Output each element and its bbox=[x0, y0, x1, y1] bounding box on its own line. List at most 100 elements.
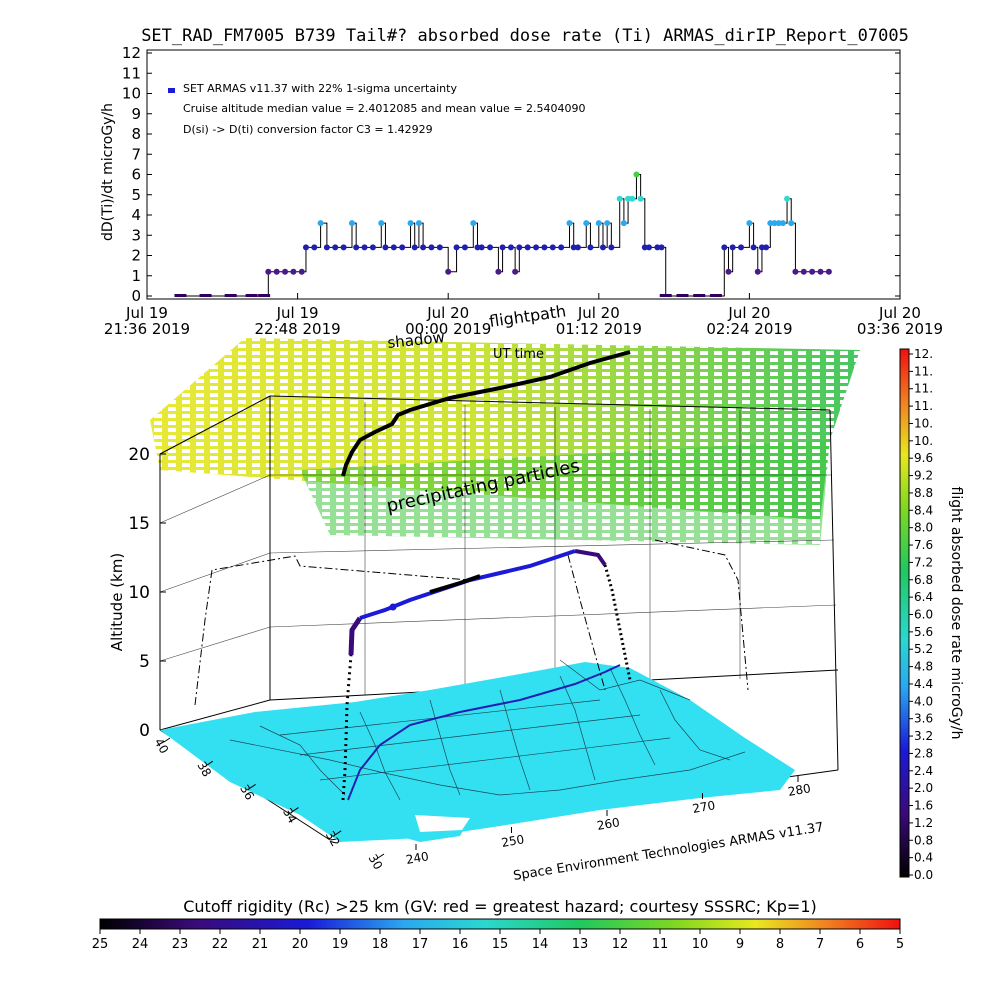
timeseries-y-label: dD(Ti)/dt microGy/h bbox=[100, 103, 116, 241]
dose-tick-label: 1.6 bbox=[914, 799, 933, 813]
rigidity-tick-label: 11 bbox=[652, 937, 669, 952]
latitude-tick-label: 34 bbox=[280, 805, 300, 825]
data-point bbox=[809, 268, 816, 275]
data-point bbox=[725, 268, 732, 275]
data-point bbox=[754, 268, 761, 275]
data-point bbox=[608, 244, 615, 251]
data-point bbox=[224, 294, 237, 297]
data-point bbox=[558, 244, 565, 251]
flight-ground-track bbox=[347, 664, 621, 801]
data-point bbox=[199, 294, 212, 297]
data-point bbox=[721, 244, 728, 251]
data-point bbox=[298, 268, 305, 275]
box-grid bbox=[159, 402, 837, 695]
map-cut bbox=[415, 815, 470, 832]
dose-tick-label: 8.0 bbox=[914, 521, 933, 535]
data-point bbox=[499, 244, 506, 251]
data-point bbox=[595, 220, 602, 227]
data-point bbox=[771, 220, 778, 227]
data-point bbox=[779, 220, 786, 227]
data-point bbox=[332, 244, 339, 251]
rigidity-tick-label: 13 bbox=[572, 937, 589, 952]
data-point bbox=[436, 244, 443, 251]
latitude-tick-mark bbox=[292, 807, 299, 813]
data-point bbox=[323, 244, 330, 251]
altitude-tick-label: 0 bbox=[139, 721, 150, 741]
x-tick-label-time: 01:12 2019 bbox=[556, 320, 642, 338]
x-tick-label-date: Jul 20 bbox=[878, 304, 921, 322]
data-point bbox=[587, 244, 594, 251]
dose-colorbar: 0.0 0.4 0.8 1.2 1.6 2.0 2.4 2.8 3.2 3.6 4.0 4.4 4.8 5… bbox=[899, 347, 964, 882]
altitude-axis: 0 5 10 15 20 bbox=[128, 445, 166, 741]
label-credit: Space Environment Technologies ARMAS v11… bbox=[512, 820, 824, 884]
data-point bbox=[533, 244, 540, 251]
rigidity-colorbar: Cutoff rigidity (Rc) >25 km (GV: red = g… bbox=[92, 897, 904, 952]
radiation-shade-lower-dashes bbox=[300, 440, 830, 545]
page-title: SET_RAD_FM7005 B739 Tail#? absorbed dose… bbox=[141, 26, 909, 46]
data-point bbox=[353, 244, 360, 251]
data-point bbox=[570, 244, 577, 251]
data-point bbox=[507, 244, 514, 251]
x-tick-label-date: Jul 20 bbox=[426, 304, 469, 322]
longitude-tick-label: 260 bbox=[596, 815, 621, 833]
data-point bbox=[693, 294, 706, 297]
dose-tick-label: 6.8 bbox=[914, 573, 933, 587]
dose-tick-label: 6.4 bbox=[914, 590, 933, 604]
data-point bbox=[245, 294, 258, 297]
rigidity-tick-label: 5 bbox=[896, 937, 904, 952]
dose-colorbar-fill bbox=[899, 348, 910, 878]
dose-tick-label: 10. bbox=[914, 434, 933, 448]
data-point bbox=[746, 220, 753, 227]
rigidity-tick-label: 12 bbox=[612, 937, 629, 952]
flight-marker bbox=[389, 603, 397, 611]
rigidity-tick-label: 19 bbox=[332, 937, 349, 952]
data-point bbox=[390, 244, 397, 251]
y-tick-label: 7 bbox=[131, 145, 141, 163]
shadow-back-left bbox=[194, 555, 471, 706]
flight-climb-upper bbox=[348, 616, 363, 656]
dose-tick-label: 4.4 bbox=[914, 677, 933, 691]
rigidity-tick-label: 16 bbox=[452, 937, 469, 952]
latitude-tick-mark bbox=[163, 737, 171, 743]
dose-tick-label: 2.8 bbox=[914, 746, 933, 760]
data-point bbox=[654, 244, 661, 251]
data-point bbox=[775, 220, 782, 227]
altitude-tick-label: 10 bbox=[128, 583, 150, 603]
data-point bbox=[566, 220, 573, 227]
data-point bbox=[784, 195, 791, 202]
data-point bbox=[767, 220, 774, 227]
x-tick-label-time: 02:24 2019 bbox=[706, 320, 792, 338]
latitude-tick-label: 30 bbox=[366, 852, 386, 872]
latitude-tick-mark bbox=[249, 783, 256, 789]
data-point bbox=[658, 244, 665, 251]
dose-tick-label: 11. bbox=[914, 399, 933, 413]
y-tick-label: 9 bbox=[131, 105, 141, 123]
latitude-tick-mark bbox=[206, 760, 214, 766]
x-tick-label-date: Jul 20 bbox=[727, 304, 770, 322]
data-point bbox=[625, 195, 632, 202]
data-point bbox=[709, 294, 722, 297]
rigidity-tick-label: 21 bbox=[252, 937, 269, 952]
data-point bbox=[788, 220, 795, 227]
y-tick-label: 1 bbox=[131, 267, 141, 285]
rigidity-tick-label: 18 bbox=[372, 937, 389, 952]
dose-tick-label: 6.0 bbox=[914, 608, 933, 622]
data-point bbox=[478, 244, 485, 251]
data-point bbox=[369, 244, 376, 251]
dose-tick-label: 1.2 bbox=[914, 816, 933, 830]
altitude-tick-label: 15 bbox=[128, 514, 150, 534]
data-point bbox=[641, 244, 648, 251]
data-point bbox=[758, 244, 765, 251]
dose-tick-label: 2.4 bbox=[914, 764, 933, 778]
dose-tick-label: 3.2 bbox=[914, 729, 933, 743]
dose-tick-label: 7.2 bbox=[914, 555, 933, 569]
rigidity-tick-label: 25 bbox=[92, 937, 109, 952]
dose-tick-label: 0.4 bbox=[914, 851, 933, 865]
dose-tick-label: 9.6 bbox=[914, 451, 933, 465]
data-point bbox=[616, 195, 623, 202]
x-tick-label-date: Jul 19 bbox=[125, 304, 168, 322]
dose-tick-label: 5.2 bbox=[914, 642, 933, 656]
